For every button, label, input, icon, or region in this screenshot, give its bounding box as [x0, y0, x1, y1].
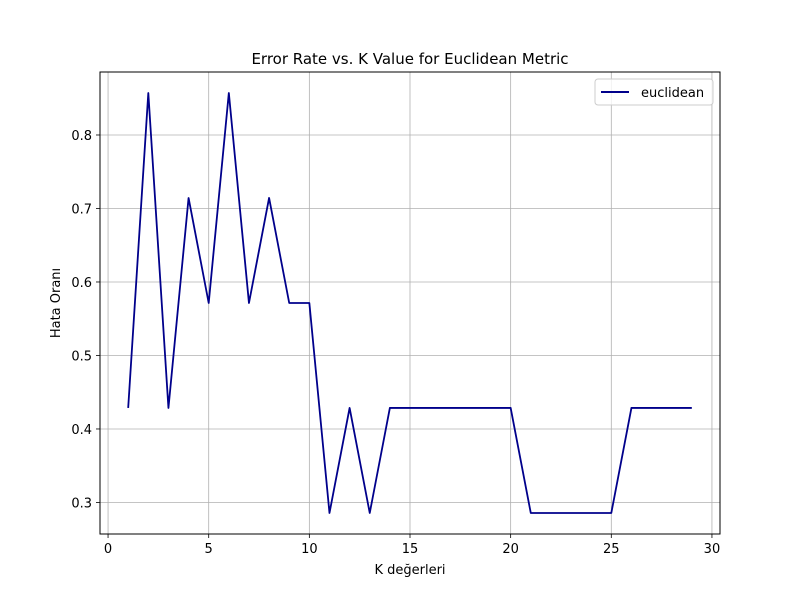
series-layer: [127, 92, 692, 514]
x-tick-label: 20: [502, 542, 519, 557]
x-tick-label: 25: [603, 542, 620, 557]
legend: euclidean: [594, 78, 714, 106]
x-tick-label: 10: [301, 542, 318, 557]
y-tick-label: 0.8: [71, 129, 92, 144]
x-tick-label: 30: [704, 542, 721, 557]
y-tick-label: 0.6: [71, 276, 92, 291]
series-line-euclidean: [127, 92, 692, 514]
legend-label-euclidean: euclidean: [641, 86, 704, 101]
chart-title: Error Rate vs. K Value for Euclidean Met…: [251, 50, 568, 68]
legend-box: [594, 78, 714, 106]
axis-ticks: 0 5 10 15 20 25 30 0.3 0.4 0.5 0.6 0.7 0.8: [71, 129, 720, 557]
y-tick-label: 0.4: [71, 423, 92, 438]
x-axis-label: K değerleri: [374, 563, 445, 578]
x-tick-label: 5: [205, 542, 213, 557]
y-tick-label: 0.3: [71, 496, 92, 511]
y-tick-label: 0.7: [71, 202, 92, 217]
y-tick-label: 0.5: [71, 349, 92, 364]
y-axis-label: Hata Oranı: [49, 268, 64, 338]
x-tick-label: 15: [402, 542, 419, 557]
x-tick-label: 0: [104, 542, 112, 557]
